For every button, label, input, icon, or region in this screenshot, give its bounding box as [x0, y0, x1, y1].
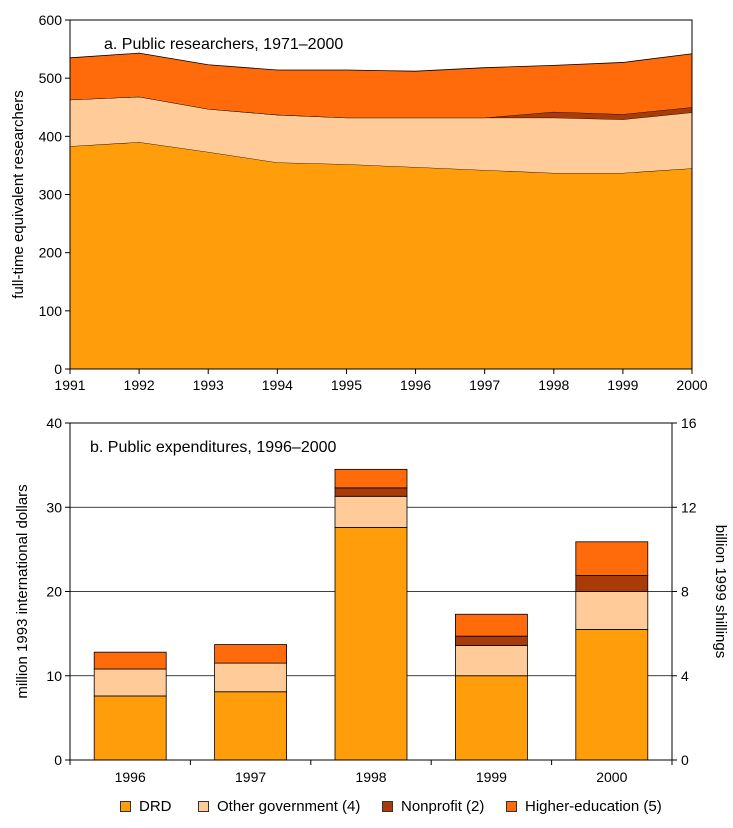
y2-tick-label: 0 — [681, 752, 689, 768]
x-category-label: 1997 — [235, 769, 266, 785]
x-tick-label: 1997 — [469, 377, 500, 393]
bar-other_government — [334, 495, 408, 528]
y-tick-label: 300 — [39, 187, 63, 203]
x-tick-label: 1991 — [54, 377, 85, 393]
legend-label-other-government: Other government (4) — [217, 798, 361, 815]
bar-drd — [93, 695, 167, 761]
x-category-label: 1996 — [115, 769, 146, 785]
legend-item-other-government: Other government (4) — [198, 798, 360, 815]
y-tick-label: 0 — [54, 752, 62, 768]
y2-tick-label: 16 — [681, 415, 697, 431]
bar-higher_education — [214, 644, 288, 664]
bar-other_government — [454, 645, 528, 677]
y-tick-label: 200 — [39, 245, 63, 261]
x-tick-label: 2000 — [676, 377, 707, 393]
panel-b-y2label: billion 1999 shillings — [712, 525, 729, 658]
legend-item-drd: DRD — [120, 798, 172, 815]
legend-swatch-higher-education — [506, 801, 517, 812]
x-category-label: 1998 — [355, 769, 386, 785]
panel-b-ylabel: million 1993 international dollars — [14, 484, 31, 698]
bar-nonprofit — [334, 487, 408, 497]
y2-tick-label: 8 — [681, 584, 689, 600]
legend-swatch-drd — [120, 801, 131, 812]
y-tick-label: 400 — [39, 128, 63, 144]
legend-swatch-other-government — [198, 801, 209, 812]
x-tick-label: 1995 — [331, 377, 362, 393]
y-tick-label: 20 — [46, 584, 62, 600]
bar-drd — [334, 527, 408, 761]
x-tick-label: 1993 — [193, 377, 224, 393]
legend-label-higher-education: Higher-education (5) — [525, 798, 662, 815]
bar-higher_education — [93, 651, 167, 670]
x-category-label: 1999 — [476, 769, 507, 785]
y-tick-label: 100 — [39, 303, 63, 319]
x-tick-label: 1999 — [607, 377, 638, 393]
panel-a-ylabel: full-time equivalent researchers — [10, 90, 27, 298]
bar-other_government — [214, 662, 288, 693]
y2-tick-label: 4 — [681, 668, 689, 684]
y-tick-label: 40 — [46, 415, 62, 431]
x-tick-label: 1994 — [262, 377, 293, 393]
bar-nonprofit — [454, 635, 528, 646]
panel-a-title: a. Public researchers, 1971–2000 — [104, 36, 343, 53]
legend-label-nonprofit: Nonprofit (2) — [401, 798, 485, 815]
legend-label-drd: DRD — [139, 798, 172, 815]
area-drd — [70, 142, 692, 369]
y-tick-label: 30 — [46, 499, 62, 515]
area-line-higher_education — [69, 52, 693, 72]
bar-higher_education — [454, 613, 528, 637]
bar-drd — [575, 629, 649, 761]
area-higher_education — [70, 53, 692, 118]
bar-nonprofit — [575, 575, 649, 592]
x-tick-label: 1998 — [538, 377, 569, 393]
area-other_government — [70, 96, 692, 173]
bar-other_government — [575, 591, 649, 630]
x-tick-label: 1992 — [124, 377, 155, 393]
y-tick-label: 10 — [46, 668, 62, 684]
y2-tick-label: 12 — [681, 499, 697, 515]
panel-b-title: b. Public expenditures, 1996–2000 — [90, 439, 337, 456]
y-tick-label: 500 — [39, 70, 63, 86]
legend: DRD Other government (4) Nonprofit (2) H… — [0, 796, 733, 820]
legend-swatch-nonprofit — [382, 801, 393, 812]
legend-item-nonprofit: Nonprofit (2) — [382, 798, 484, 815]
y-tick-label: 600 — [39, 12, 63, 28]
bar-higher_education — [575, 541, 649, 576]
x-category-label: 2000 — [596, 769, 627, 785]
legend-item-higher-education: Higher-education (5) — [506, 798, 662, 815]
bar-higher_education — [334, 468, 408, 489]
area-nonprofit — [70, 96, 692, 120]
bar-drd — [454, 675, 528, 761]
bar-drd — [214, 691, 288, 761]
bar-other_government — [93, 668, 167, 697]
x-tick-label: 1996 — [400, 377, 431, 393]
y-tick-label: 0 — [54, 361, 62, 377]
